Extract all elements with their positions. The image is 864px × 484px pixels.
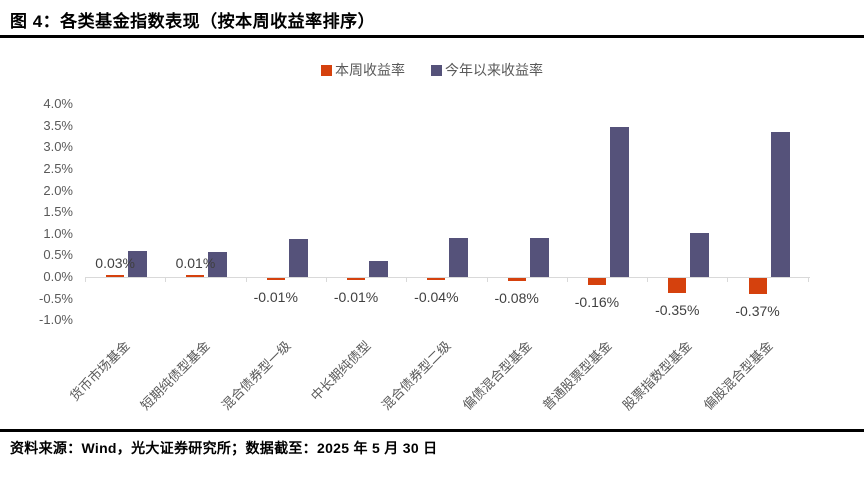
x-axis-label: 货币市场基金 [66,338,133,404]
bar-week [748,278,767,294]
legend-swatch-ytd-icon [431,64,442,76]
bar-week [347,278,366,280]
x-axis-tick [727,278,729,282]
y-axis-label: 2.5% [43,161,73,176]
footer-divider [0,429,864,432]
bar-value-label: -0.35% [655,302,700,319]
x-axis-label: 短期纯债型基金 [138,338,214,413]
legend-item-ytd: 今年以来收益率 [431,60,543,80]
bar-week [507,278,526,282]
bar-ytd [369,260,389,277]
bar-week [106,275,125,277]
bar-value-label: -0.37% [735,302,780,319]
x-axis-label: 混合债券型二级 [379,338,454,413]
y-axis-label: -1.0% [39,312,73,328]
title-divider [0,35,864,38]
y-axis-label: 1.0% [43,225,73,241]
chart-legend: 本周收益率 今年以来收益率 [0,60,864,80]
x-axis-label: 股票指数型基金 [619,338,695,413]
legend-label-ytd: 今年以来收益率 [445,62,543,78]
bar-ytd [208,251,228,277]
x-axis-label: 混合债券型一级 [218,338,294,413]
legend-item-week: 本周收益率 [321,60,405,80]
bar-value-label: -0.08% [494,290,539,307]
x-axis-line [85,277,810,278]
bar-week [266,278,285,280]
x-axis-tick [647,278,649,282]
bar-ytd [609,127,629,277]
y-axis-label: 4.0% [43,96,73,112]
y-axis-label: -0.5% [39,290,73,306]
bar-ytd [770,131,790,277]
x-axis-tick [486,278,488,282]
bar-value-label: -0.04% [414,289,459,305]
bar-value-label: 0.01% [175,255,216,271]
x-axis-tick [807,278,809,282]
legend-label-week: 本周收益率 [335,62,405,78]
bar-week [587,278,606,285]
x-axis-tick [85,278,86,282]
figure-title: 图 4：各类基金指数表现（按本周收益率排序） [10,12,376,31]
bar-week [668,278,687,294]
bar-week [186,275,205,277]
x-axis-label: 中长期纯债型 [307,338,374,404]
bar-ytd [690,232,710,277]
x-axis-label: 偏债混合型基金 [459,338,535,413]
bar-ytd [449,238,469,277]
bar-ytd [529,238,549,277]
bar-ytd [288,238,308,277]
bar-value-label: -0.01% [333,289,379,305]
bar-week [427,278,446,280]
y-axis-label: 2.0% [43,182,73,198]
x-axis-tick [165,278,167,282]
x-axis-tick [406,278,408,282]
bar-value-label: 0.03% [95,255,135,271]
x-axis-label: 普通股票型基金 [539,338,615,413]
legend-swatch-week-icon [321,64,332,76]
x-axis-tick [245,278,247,282]
x-axis-tick [325,278,327,282]
y-axis-label: 3.5% [43,117,73,133]
source-note: 资料来源：Wind，光大证券研究所；数据截至：2025 年 5 月 30 日 [10,440,438,456]
bar-value-label: -0.01% [253,289,298,305]
x-axis-label: 偏股混合型基金 [700,338,776,413]
bar-ytd [128,251,148,277]
y-axis-label: 3.0% [43,139,73,155]
x-axis-tick [566,278,568,282]
y-axis-label: 0.5% [43,247,73,263]
y-axis-label: 1.5% [43,204,73,220]
y-axis-label: 0.0% [43,269,73,284]
bar-value-label: -0.16% [574,293,620,310]
